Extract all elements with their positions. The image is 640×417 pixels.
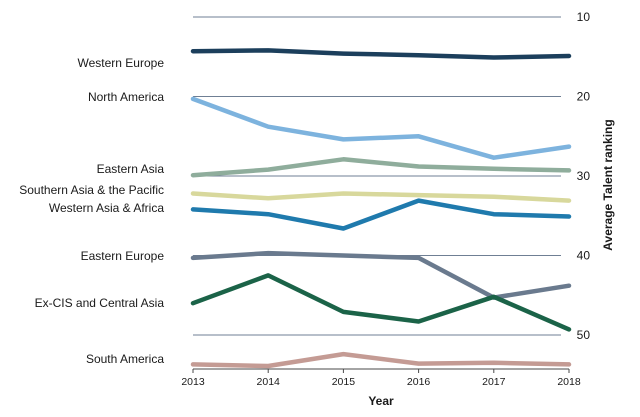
- series-line-eastern-europe: [190, 250, 572, 300]
- y-tick-label: 10: [577, 10, 591, 24]
- y-tick-label: 20: [577, 90, 591, 104]
- series-label: Eastern Asia: [97, 162, 165, 176]
- series-line-western-asia-africa: [190, 198, 572, 231]
- y-axis-title: Average Talent ranking: [601, 119, 615, 250]
- x-axis-ticks: 2013 2014 2015 2016 2017 2018: [181, 369, 581, 388]
- series-line-western-europe: [190, 48, 572, 60]
- x-tick-label: 2018: [557, 376, 581, 388]
- series-label: Southern Asia & the Pacific: [19, 183, 164, 197]
- series-lines: [190, 48, 572, 369]
- x-tick-label: 2016: [407, 376, 431, 388]
- series-label: Ex-CIS and Central Asia: [35, 296, 165, 310]
- series-label: Western Asia & Africa: [49, 201, 164, 215]
- series-line-southern-asia-the-pacific: [190, 191, 572, 203]
- series-line-eastern-asia: [190, 157, 572, 178]
- series-label: North America: [88, 90, 164, 104]
- series-label: Western Europe: [78, 56, 165, 70]
- y-tick-label: 40: [577, 249, 591, 263]
- series-label: Eastern Europe: [81, 249, 165, 263]
- x-tick-label: 2017: [482, 376, 506, 388]
- series-line-north-america: [190, 96, 572, 160]
- x-tick-label: 2013: [181, 376, 205, 388]
- x-tick-label: 2014: [257, 376, 281, 388]
- y-tick-label: 30: [577, 169, 591, 183]
- y-axis-ticks: 10 20 30 40 50: [577, 10, 591, 342]
- x-axis-title: Year: [368, 394, 394, 408]
- x-tick-label: 2015: [332, 376, 356, 388]
- series-line-south-america: [190, 351, 572, 369]
- series-labels: Western Europe North America Eastern Asia S…: [19, 56, 164, 366]
- series-label: South America: [86, 352, 164, 366]
- y-tick-label: 50: [577, 328, 591, 342]
- gridlines: [193, 16, 561, 336]
- series-line-ex-cis-and-central-asia: [190, 273, 572, 332]
